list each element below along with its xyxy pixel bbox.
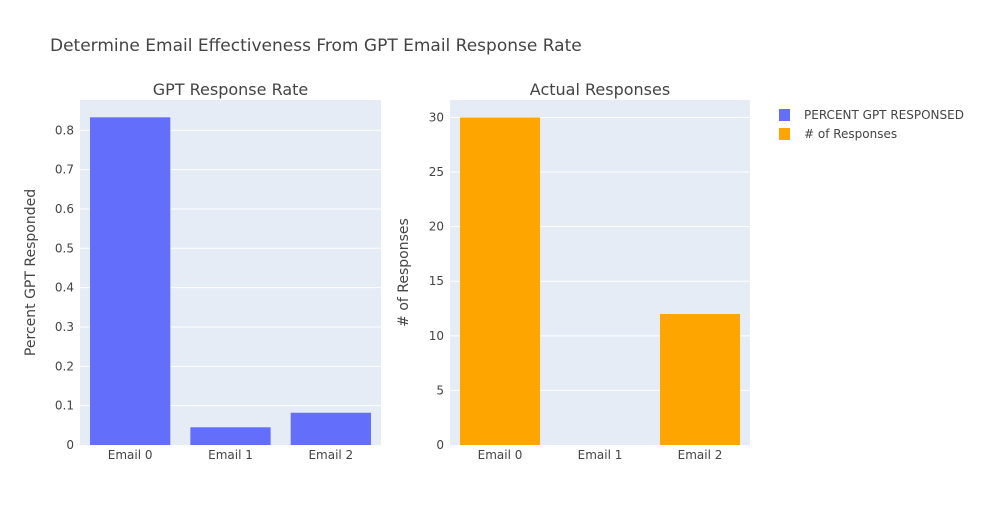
y-tick-label: 0.2 xyxy=(55,359,74,373)
legend-item[interactable]: PERCENT GPT RESPONSED xyxy=(779,108,964,122)
y-tick-label: 0.4 xyxy=(55,281,74,295)
legend-label: # of Responses xyxy=(804,127,897,141)
legend: PERCENT GPT RESPONSED # of Responses xyxy=(779,108,964,141)
y-tick-label: 0 xyxy=(436,438,444,452)
x-tick-label: Email 0 xyxy=(108,448,153,462)
y-axis-title: # of Responses xyxy=(396,218,412,327)
legend-swatch xyxy=(779,109,790,121)
x-tick-label: Email 2 xyxy=(308,448,353,462)
bar-email-1[interactable] xyxy=(190,427,271,445)
legend-swatch xyxy=(779,128,790,140)
x-tick-label: Email 1 xyxy=(208,448,253,462)
bar-email-0[interactable] xyxy=(90,117,171,445)
y-tick-label: 15 xyxy=(429,274,444,288)
legend-label: PERCENT GPT RESPONSED xyxy=(804,108,964,122)
y-tick-label: 5 xyxy=(436,383,444,397)
subplots: 0 0.1 0.2 0.3 0.4 0.5 0.6 0.7 0.8 Email 0 Email 1 E… xyxy=(23,80,750,462)
x-tick-label: Email 0 xyxy=(478,448,523,462)
x-tick-label: Email 2 xyxy=(678,448,723,462)
bar-email-2[interactable] xyxy=(660,313,740,445)
y-tick-label: 0.1 xyxy=(55,399,74,413)
bar-email-2[interactable] xyxy=(290,412,371,445)
figure-title: Determine Email Effectiveness From GPT E… xyxy=(50,36,582,56)
legend-item[interactable]: # of Responses xyxy=(779,127,897,141)
y-tick-label: 30 xyxy=(429,110,444,124)
y-tick-label: 25 xyxy=(429,165,444,179)
y-tick-label: 10 xyxy=(429,329,444,343)
y-tick-label: 0.6 xyxy=(55,202,74,216)
subplot-0: 0 0.1 0.2 0.3 0.4 0.5 0.6 0.7 0.8 Email 0 Email 1 E… xyxy=(23,80,381,462)
subplot-1: 0 5 10 15 20 25 30 Email 0 Email 1 Email 2 Actual … xyxy=(396,80,750,462)
y-tick-label: 0.3 xyxy=(55,320,74,334)
y-tick-label: 0.5 xyxy=(55,241,74,255)
y-tick-label: 0 xyxy=(66,438,74,452)
y-tick-label: 0.8 xyxy=(55,123,74,137)
y-axis-title: Percent GPT Responded xyxy=(23,189,39,356)
x-tick-label: Email 1 xyxy=(578,448,623,462)
y-tick-label: 0.7 xyxy=(55,163,74,177)
y-tick-label: 20 xyxy=(429,220,444,234)
subplot-title: GPT Response Rate xyxy=(153,80,309,99)
bar-email-0[interactable] xyxy=(460,117,540,445)
subplot-title: Actual Responses xyxy=(530,80,670,99)
